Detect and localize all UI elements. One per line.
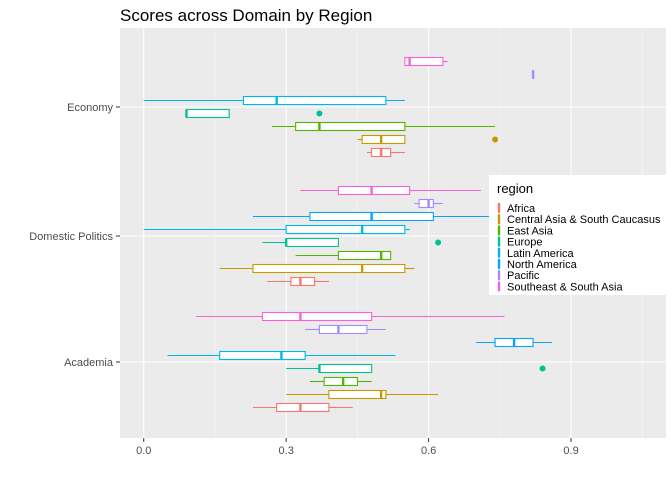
box-north-america-domestic-politics bbox=[252, 211, 491, 222]
box-east-asia-academia bbox=[309, 376, 372, 387]
box-east-asia-domestic-politics bbox=[295, 250, 392, 261]
box-body bbox=[328, 389, 387, 400]
box-body bbox=[337, 250, 392, 261]
box-body bbox=[242, 95, 387, 106]
box-europe-academia bbox=[286, 363, 546, 374]
legend-background bbox=[489, 175, 672, 295]
outlier-point bbox=[539, 365, 546, 372]
box-africa-academia bbox=[252, 402, 353, 413]
y-tick-label: Economy bbox=[67, 102, 113, 114]
box-central-asia-south-caucasus-academia bbox=[286, 389, 439, 400]
y-axis: Economy Domestic Politics Academia bbox=[29, 102, 120, 369]
x-tick-label: 0.0 bbox=[136, 445, 151, 457]
y-tick-label: Academia bbox=[64, 357, 114, 369]
box-east-asia-economy bbox=[271, 121, 496, 132]
legend-item-central-asia-south-caucasus: Central Asia & South Caucasus bbox=[497, 213, 661, 226]
box-body bbox=[185, 108, 230, 119]
box-body bbox=[337, 185, 411, 196]
box-body bbox=[276, 402, 330, 413]
chart-title: Scores across Domain by Region bbox=[120, 6, 372, 25]
box-africa-economy bbox=[366, 147, 405, 158]
box-southeast-south-asia-academia bbox=[195, 311, 505, 322]
box-body bbox=[252, 263, 406, 274]
box-body bbox=[418, 198, 434, 209]
legend-item-europe: Europe bbox=[497, 236, 542, 249]
box-body bbox=[290, 276, 316, 287]
x-tick-label: 0.6 bbox=[421, 445, 436, 457]
outlier-point bbox=[316, 110, 323, 117]
y-tick-label: Domestic Politics bbox=[29, 231, 113, 243]
box-body bbox=[404, 56, 444, 67]
legend-label: Latin America bbox=[507, 248, 575, 260]
legend-label: Southeast & South Asia bbox=[507, 281, 623, 293]
legend-label: Africa bbox=[507, 203, 536, 215]
box-north-america-academia bbox=[476, 337, 553, 348]
box-body bbox=[318, 363, 373, 374]
box-europe-domestic-politics bbox=[262, 237, 442, 248]
box-body bbox=[295, 121, 406, 132]
legend-label: East Asia bbox=[507, 225, 554, 237]
box-body bbox=[285, 224, 406, 235]
boxplot-layer bbox=[143, 56, 553, 413]
legend-title: region bbox=[497, 181, 533, 196]
box-latin-america-economy bbox=[143, 95, 405, 106]
box-central-asia-south-caucasus-economy bbox=[357, 134, 499, 145]
box-body bbox=[285, 237, 339, 248]
x-tick-label: 0.3 bbox=[279, 445, 294, 457]
legend-item-latin-america: Latin America bbox=[497, 247, 575, 260]
outlier-point bbox=[492, 136, 499, 143]
box-latin-america-academia bbox=[167, 350, 396, 361]
outlier-point bbox=[435, 239, 442, 246]
box-central-asia-south-caucasus-domestic-politics bbox=[219, 263, 415, 274]
box-pacific-domestic-politics bbox=[414, 198, 443, 209]
box-europe-economy bbox=[185, 108, 323, 119]
legend-label: Central Asia & South Caucasus bbox=[507, 214, 661, 226]
legend-item-east-asia: East Asia bbox=[497, 225, 554, 237]
legend-item-southeast-south-asia: Southeast & South Asia bbox=[497, 281, 623, 293]
box-southeast-south-asia-domestic-politics bbox=[300, 185, 481, 196]
box-body bbox=[361, 134, 406, 145]
box-body bbox=[323, 376, 358, 387]
box-southeast-south-asia-economy bbox=[404, 56, 448, 67]
box-body bbox=[219, 350, 306, 361]
legend-label: Pacific bbox=[507, 270, 540, 282]
box-pacific-economy bbox=[531, 69, 535, 80]
x-axis: 0.0 0.3 0.6 0.9 bbox=[136, 438, 579, 457]
legend-label: North America bbox=[507, 259, 578, 271]
legend-item-north-america: North America bbox=[497, 258, 578, 271]
legend-item-africa: Africa bbox=[497, 202, 536, 215]
box-latin-america-domestic-politics bbox=[143, 224, 410, 235]
legend-label: Europe bbox=[507, 237, 542, 249]
box-pacific-academia bbox=[305, 324, 386, 335]
box-body bbox=[261, 311, 373, 322]
box-body bbox=[318, 324, 368, 335]
legend-item-pacific: Pacific bbox=[497, 270, 540, 282]
box-africa-domestic-politics bbox=[267, 276, 329, 287]
x-tick-label: 0.9 bbox=[563, 445, 578, 457]
